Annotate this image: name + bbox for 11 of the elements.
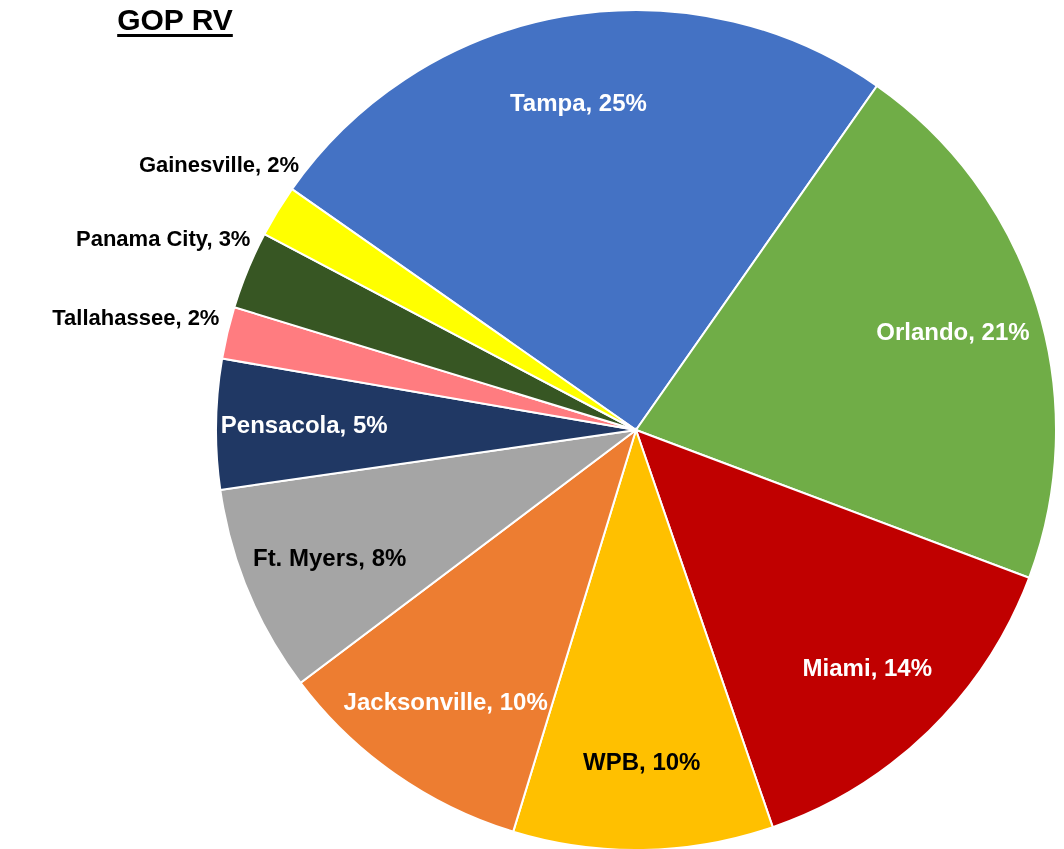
slice-label: Ft. Myers, 8% [252,543,407,571]
slice-label: Jacksonville, 10% [343,687,548,715]
slice-label: Miami, 14% [802,653,933,681]
slice-label: Orlando, 21% [876,317,1030,345]
slice-label: Tallahassee, 2% [52,305,220,331]
chart-title: GOP RV [117,3,233,36]
slice-label: Gainesville, 2% [138,151,300,177]
slice-label: Tampa, 25% [509,89,647,117]
slice-label: Panama City, 3% [75,226,251,252]
slice-label: WPB, 10% [583,747,701,775]
slice-label: Pensacola, 5% [220,411,388,439]
